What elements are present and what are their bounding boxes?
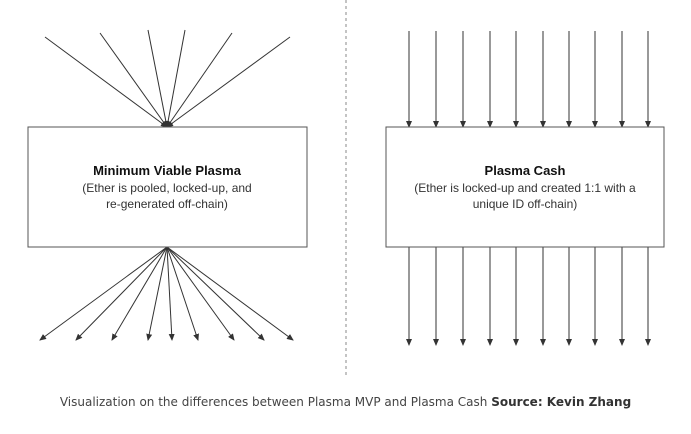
mvp-outgoing-arrow	[39, 246, 168, 341]
cash-incoming-arrows	[406, 31, 651, 128]
mvp-outgoing-arrow	[166, 246, 235, 341]
mvp-outgoing-arrows	[39, 246, 294, 341]
mvp-box-desc-line1: (Ether is pooled, locked-up, and	[82, 181, 251, 195]
cash-outgoing-arrows	[406, 247, 651, 346]
mvp-incoming-arrow	[99, 32, 168, 128]
mvp-incoming-arrow	[166, 36, 291, 128]
cash-box-desc-line2: unique ID off-chain)	[473, 197, 578, 211]
cash-box: Plasma Cash (Ether is locked-up and crea…	[385, 126, 665, 248]
mvp-incoming-arrows	[44, 29, 291, 128]
cash-box-title: Plasma Cash	[485, 163, 566, 178]
mvp-outgoing-arrow	[75, 246, 168, 341]
mvp-outgoing-arrow	[111, 246, 168, 341]
mvp-incoming-arrow	[165, 29, 186, 128]
caption-text: Visualization on the differences between…	[59, 395, 488, 409]
mvp-incoming-arrow	[147, 29, 169, 128]
mvp-outgoing-arrow	[166, 246, 199, 341]
mvp-outgoing-arrow	[166, 246, 265, 341]
mvp-box: Minimum Viable Plasma (Ether is pooled, …	[27, 126, 308, 248]
caption-source: Source: Kevin Zhang	[491, 395, 632, 409]
cash-box-desc-line1: (Ether is locked-up and created 1:1 with…	[414, 181, 636, 195]
mvp-box-title: Minimum Viable Plasma	[93, 163, 242, 178]
plasma-comparison-diagram: Minimum Viable Plasma (Ether is pooled, …	[27, 0, 665, 375]
figure-caption: Visualization on the differences between…	[0, 395, 691, 409]
mvp-outgoing-arrow	[166, 246, 175, 341]
mvp-incoming-arrow	[44, 36, 168, 128]
mvp-outgoing-arrow	[166, 246, 294, 341]
mvp-box-desc-line2: re-generated off-chain)	[106, 197, 228, 211]
mvp-incoming-arrow	[166, 32, 233, 128]
mvp-outgoing-arrow	[146, 246, 168, 341]
